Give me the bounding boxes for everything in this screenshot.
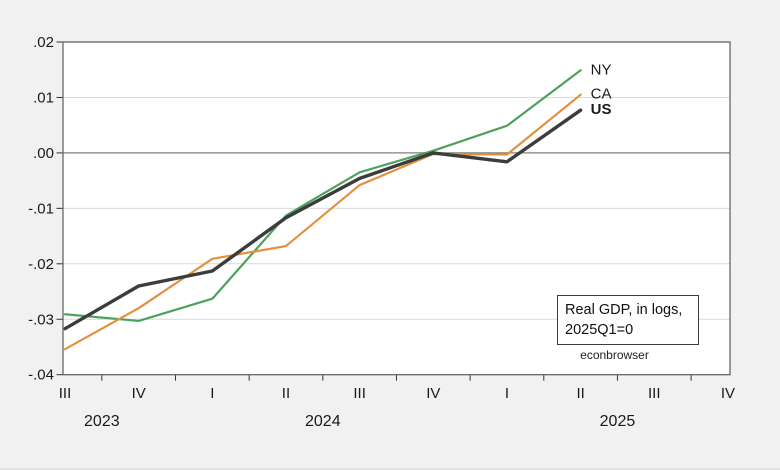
x-axis-quarter-label: IV bbox=[132, 385, 146, 402]
x-axis-quarter-label: I bbox=[210, 385, 214, 402]
x-axis-quarter-label: III bbox=[648, 385, 661, 402]
series-label-us: US bbox=[591, 101, 612, 118]
annotation-line-2: 2025Q1=0 bbox=[565, 322, 634, 338]
series-line-ca bbox=[63, 93, 582, 351]
y-axis-tick-label: .01 bbox=[33, 89, 54, 106]
series-label-ca: CA bbox=[591, 86, 612, 103]
x-axis-quarter-label: III bbox=[353, 385, 366, 402]
x-axis-year-label: 2024 bbox=[305, 413, 341, 430]
y-axis-tick-label: .00 bbox=[33, 145, 54, 162]
y-axis-tick-label: -.02 bbox=[28, 256, 54, 273]
x-axis-quarter-label: IV bbox=[426, 385, 440, 402]
x-axis-quarter-label: II bbox=[282, 385, 290, 402]
y-axis-tick-label: -.03 bbox=[28, 311, 54, 328]
y-axis-tick-label: .02 bbox=[33, 34, 54, 51]
plot-border bbox=[62, 41, 731, 376]
series-label-ny: NY bbox=[591, 61, 612, 78]
x-axis-year-label: 2025 bbox=[600, 413, 636, 430]
watermark: econbrowser bbox=[580, 348, 649, 362]
x-axis-year-label: 2023 bbox=[84, 413, 120, 430]
x-axis-quarter-label: II bbox=[576, 385, 584, 402]
series-line-us bbox=[63, 108, 583, 331]
series-line-ny bbox=[63, 69, 582, 323]
x-axis-quarter-label: I bbox=[505, 385, 509, 402]
y-axis-tick-label: -.04 bbox=[28, 367, 54, 384]
y-axis-tick-label: -.01 bbox=[28, 200, 54, 217]
annotation-line-1: Real GDP, in logs, bbox=[565, 302, 683, 318]
x-axis-quarter-label: III bbox=[59, 385, 72, 402]
x-axis-quarter-label: IV bbox=[721, 385, 735, 402]
annotation-box: Real GDP, in logs, 2025Q1=0 bbox=[557, 295, 699, 345]
